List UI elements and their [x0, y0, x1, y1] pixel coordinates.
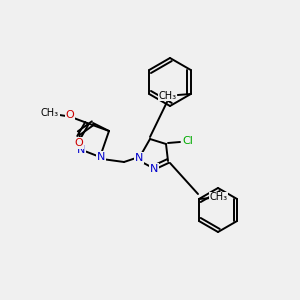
Text: Cl: Cl: [183, 136, 194, 146]
Text: N: N: [77, 145, 85, 155]
Text: N: N: [135, 153, 143, 163]
Text: O: O: [75, 138, 83, 148]
Text: N: N: [97, 152, 105, 162]
Text: CH₃: CH₃: [41, 108, 59, 118]
Text: CH₃: CH₃: [159, 91, 177, 101]
Text: N: N: [150, 164, 158, 174]
Text: CH₃: CH₃: [210, 192, 228, 202]
Text: O: O: [66, 110, 74, 120]
